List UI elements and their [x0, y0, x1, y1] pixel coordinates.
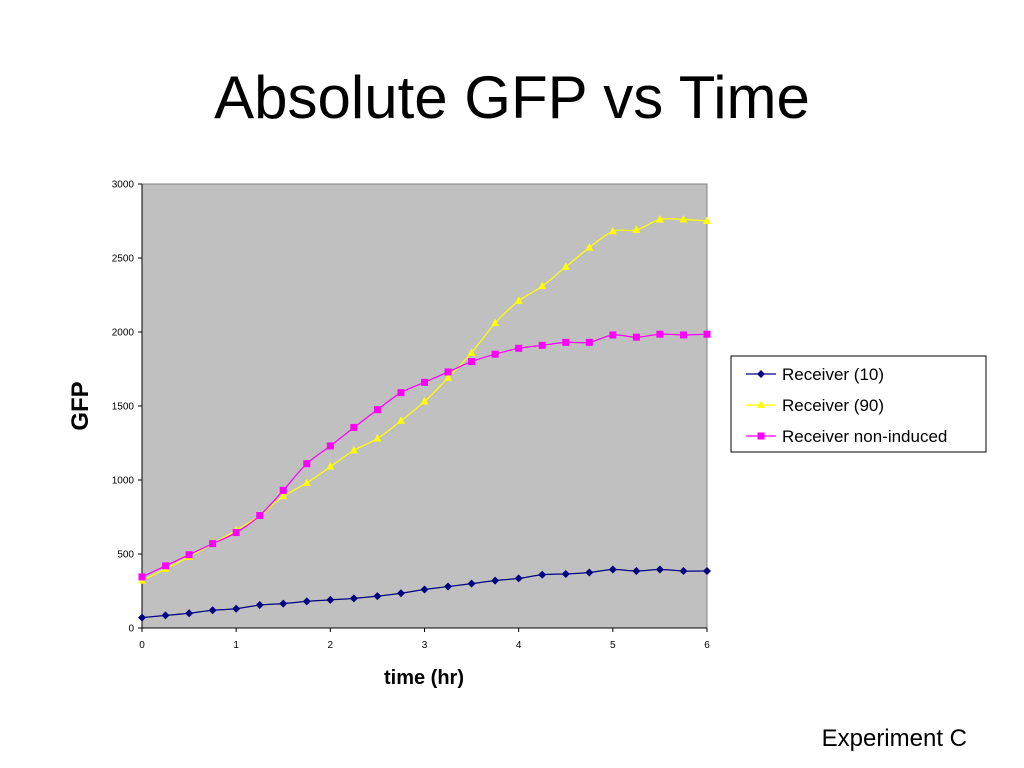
- data-point-series-3: [232, 529, 240, 537]
- x-tick-label: 3: [422, 640, 428, 651]
- data-point-series-3: [279, 486, 287, 494]
- y-tick-label: 0: [128, 624, 134, 635]
- data-point-series-1: [349, 594, 358, 603]
- y-tick-label: 3000: [112, 180, 135, 191]
- data-point-series-1: [585, 568, 594, 577]
- data-point-series-2: [632, 225, 641, 233]
- data-point-series-2: [444, 373, 453, 381]
- legend-marker-3: [757, 432, 765, 440]
- data-point-series-2: [679, 215, 688, 223]
- data-point-series-3: [303, 460, 311, 468]
- y-tick-label: 500: [117, 550, 134, 561]
- data-point-series-1: [208, 606, 217, 615]
- data-point-series-2: [491, 318, 500, 327]
- data-point-series-3: [656, 330, 664, 338]
- data-point-series-3: [585, 338, 593, 346]
- data-point-series-2: [703, 216, 711, 224]
- data-point-series-2: [349, 445, 358, 454]
- legend-marker-2: [757, 400, 765, 408]
- data-point-series-1: [679, 567, 688, 576]
- data-point-series-3: [491, 350, 499, 358]
- data-point-series-3: [421, 378, 428, 386]
- data-point-series-1: [514, 574, 523, 583]
- x-axis-title: time (hr): [384, 667, 464, 689]
- data-point-series-1: [396, 589, 405, 598]
- data-point-series-2: [302, 478, 311, 486]
- data-point-series-2: [396, 416, 405, 424]
- data-point-series-3: [609, 331, 617, 339]
- x-tick-label: 1: [233, 640, 239, 651]
- legend-marker-1: [757, 370, 765, 378]
- data-point-series-3: [326, 442, 334, 450]
- y-axis-title: GFP: [67, 381, 94, 430]
- data-point-series-1: [444, 582, 453, 591]
- plot-area: [141, 183, 708, 629]
- legend: Receiver (10) Receiver (90) Receiver non-i…: [730, 355, 987, 453]
- data-point-series-2: [326, 462, 335, 470]
- data-point-series-1: [373, 592, 382, 601]
- data-point-series-3: [350, 423, 358, 431]
- data-point-series-3: [632, 333, 640, 341]
- data-point-series-3: [397, 389, 405, 397]
- footer-label: Experiment C: [821, 725, 967, 752]
- data-point-series-2: [514, 296, 523, 304]
- data-point-series-3: [562, 338, 570, 346]
- data-point-series-1: [420, 585, 429, 594]
- data-point-series-2: [373, 434, 382, 442]
- data-point-series-1: [302, 597, 311, 606]
- x-tick-label: 2: [328, 640, 334, 651]
- data-point-series-1: [138, 613, 146, 622]
- data-point-series-3: [444, 368, 452, 376]
- data-point-series-2: [655, 215, 664, 223]
- data-point-series-3: [468, 358, 476, 366]
- x-tick-label: 0: [139, 640, 145, 651]
- data-point-series-1: [279, 599, 288, 608]
- data-point-series-3: [703, 330, 711, 338]
- data-point-series-2: [561, 262, 570, 270]
- data-point-series-3: [373, 406, 381, 414]
- y-tick-label: 1000: [112, 476, 135, 487]
- data-point-series-2: [608, 226, 617, 235]
- data-point-series-1: [632, 567, 641, 576]
- legend-label-3: Receiver non-induced: [782, 427, 947, 446]
- y-tick-label: 2000: [112, 328, 135, 339]
- data-point-series-3: [162, 562, 170, 570]
- y-tick-label: 2500: [112, 254, 135, 265]
- data-point-series-1: [655, 565, 664, 574]
- data-point-series-3: [256, 512, 264, 520]
- data-point-series-1: [255, 601, 264, 610]
- x-tick-label: 4: [516, 640, 522, 651]
- data-point-series-3: [679, 331, 687, 339]
- data-point-series-2: [467, 348, 476, 356]
- data-point-series-3: [515, 344, 523, 352]
- data-point-series-1: [538, 570, 547, 579]
- legend-label-2: Receiver (90): [782, 396, 884, 415]
- slide-title: Absolute GFP vs Time: [214, 64, 810, 131]
- data-point-series-1: [232, 604, 241, 613]
- data-point-series-1: [161, 611, 170, 620]
- data-point-series-3: [185, 551, 193, 559]
- x-tick-label: 5: [610, 640, 616, 651]
- y-tick-label: 1500: [112, 402, 135, 413]
- data-point-series-1: [703, 567, 711, 576]
- data-point-series-3: [209, 540, 217, 548]
- data-point-series-3: [138, 573, 146, 581]
- data-point-series-2: [420, 397, 429, 405]
- data-point-series-2: [279, 491, 288, 500]
- data-point-series-1: [608, 565, 617, 574]
- data-point-series-2: [538, 281, 547, 290]
- data-point-series-1: [561, 569, 570, 578]
- legend-label-1: Receiver (10): [782, 365, 884, 384]
- data-point-series-1: [491, 576, 500, 585]
- data-point-series-1: [185, 609, 194, 618]
- data-point-series-3: [538, 341, 546, 349]
- x-tick-label: 6: [704, 640, 710, 651]
- data-point-series-1: [326, 595, 335, 604]
- data-point-series-1: [467, 579, 476, 588]
- data-point-series-2: [585, 243, 594, 251]
